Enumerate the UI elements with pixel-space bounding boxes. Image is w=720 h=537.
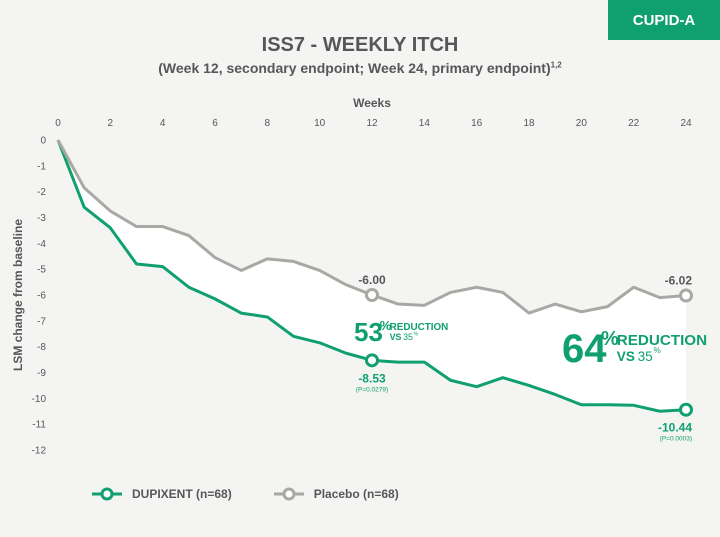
legend-swatch-placebo	[273, 487, 304, 501]
reduction-percent-sign: %	[601, 328, 619, 350]
x-tick-label: 20	[576, 118, 588, 129]
subtitle-text: (Week 12, secondary endpoint; Week 24, p…	[158, 60, 551, 76]
legend-swatch-dupixent	[92, 487, 122, 501]
reduction-vs-sign: %	[414, 331, 419, 337]
reduction-vs-sign: %	[654, 346, 661, 355]
data-point-placebo-week-12	[365, 288, 379, 302]
y-tick-label: -9	[37, 368, 46, 379]
x-tick-label: 16	[471, 118, 483, 129]
x-axis-label: Weeks	[353, 96, 391, 110]
x-tick-label: 0	[55, 118, 61, 129]
x-tick-label: 18	[523, 118, 535, 129]
x-tick-label: 24	[680, 118, 692, 129]
data-label-placebo-week-12: -6.00	[358, 273, 386, 287]
data-point-dupixent-week-24	[679, 402, 693, 417]
data-point-placebo-week-24	[679, 288, 693, 303]
study-badge: CUPID-A	[608, 0, 720, 40]
legend-label-placebo: Placebo (n=68)	[313, 487, 399, 501]
legend: DUPIXENT (n=68) Placebo (n=68)	[90, 487, 399, 501]
chart-title: ISS7 - WEEKLY ITCH	[261, 34, 459, 56]
y-tick-label: -8	[37, 342, 46, 353]
legend-item-placebo: Placebo (n=68)	[272, 487, 399, 501]
legend-item-dupixent: DUPIXENT (n=68)	[90, 487, 232, 501]
y-axis-label: LSM change from baseline	[11, 219, 25, 371]
y-tick-label: -11	[32, 420, 46, 431]
x-tick-label: 10	[314, 118, 326, 129]
y-tick-label: -5	[37, 265, 46, 276]
x-tick-label: 8	[265, 118, 271, 129]
reduction-vs-value: 35	[638, 349, 653, 364]
reduction-word: REDUCTION	[390, 322, 449, 333]
data-label-dupixent-week-24: -10.44	[658, 421, 692, 435]
x-tick-label: 22	[628, 118, 640, 129]
p-value-dupixent-week-24: (P=0.0003)	[660, 436, 692, 443]
x-tick-label: 4	[160, 118, 166, 129]
series-line-placebo	[56, 139, 687, 315]
reduction-vs: VS	[390, 332, 402, 342]
data-label-dupixent-week-12: -8.53	[358, 371, 386, 385]
y-tick-label: -10	[32, 394, 47, 405]
reduction-percent: 64	[562, 327, 607, 371]
reduction-word: REDUCTION	[617, 332, 707, 349]
reduction-vs-value: 35	[403, 332, 413, 342]
y-tick-label: 0	[40, 136, 46, 147]
x-tick-label: 14	[419, 118, 431, 129]
reduction-percent-sign: %	[380, 318, 392, 333]
y-tick-label: -6	[37, 291, 46, 302]
y-tick-label: -1	[37, 161, 46, 172]
y-tick-label: -7	[37, 316, 46, 327]
y-tick-label: -2	[37, 187, 46, 198]
y-tick-label: -4	[37, 239, 46, 250]
x-tick-label: 2	[108, 118, 114, 129]
chart-subtitle: (Week 12, secondary endpoint; Week 24, p…	[0, 60, 720, 76]
data-label-placebo-week-24: -6.02	[665, 274, 693, 288]
x-tick-label: 12	[366, 118, 378, 129]
reduction-vs: VS	[617, 349, 635, 364]
y-tick-label: -12	[32, 446, 47, 457]
p-value-dupixent-week-12: (P=0.0279)	[356, 386, 388, 393]
data-point-dupixent-week-12	[365, 353, 379, 368]
x-tick-label: 6	[212, 118, 218, 129]
difference-fill-area	[58, 140, 686, 412]
reduction-percent: 53	[354, 317, 383, 347]
y-tick-label: -3	[37, 213, 46, 224]
legend-label-dupixent: DUPIXENT (n=68)	[132, 487, 232, 501]
subtitle-refs: 1,2	[550, 60, 562, 70]
